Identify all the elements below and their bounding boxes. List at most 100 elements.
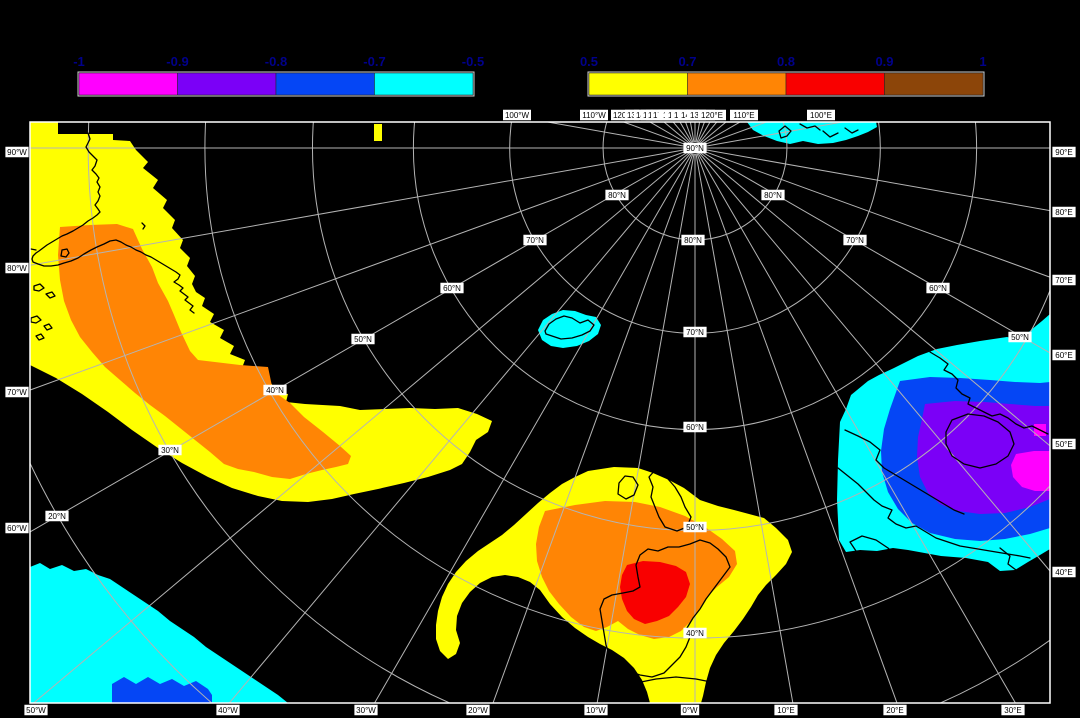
meridian-line xyxy=(699,151,1050,447)
coastline-severnaya-island-4 xyxy=(844,127,859,134)
lat-label-text: 60°N xyxy=(443,284,461,293)
lat-label-text: 60°N xyxy=(686,423,704,432)
lat-label-bg xyxy=(683,521,707,533)
coastline-aleutian-mark-2 xyxy=(141,222,146,230)
coastline-severnaya-island-3 xyxy=(822,130,839,138)
lon-label-bottom-bg xyxy=(680,704,700,716)
colorbar-tick-label: -0.7 xyxy=(363,54,385,69)
lon-label-bottom-bg xyxy=(466,704,490,716)
lat-label-bg xyxy=(605,189,629,201)
region-pacific-orange-band xyxy=(58,224,351,479)
coastline-alaska-coast xyxy=(31,132,195,314)
lat-label: 40°N xyxy=(263,384,287,396)
lon-label-left: 60°W xyxy=(5,522,29,534)
lat-label-bg xyxy=(681,234,705,246)
lon-label-left: 90°W xyxy=(5,146,29,158)
lon-label-top-bg xyxy=(730,109,758,121)
lon-label-top-bg xyxy=(503,109,531,121)
colorbar-segment-violet xyxy=(177,72,277,96)
lon-label-right-bg xyxy=(1052,349,1076,361)
colorbar-segment-brown xyxy=(884,72,984,96)
lat-label-text: 80°N xyxy=(608,191,626,200)
coastline-severnaya-island-2 xyxy=(799,123,821,131)
lon-label-bottom: 40°W xyxy=(216,704,240,716)
lon-label-bottom-text: 30°E xyxy=(1004,706,1021,715)
lat-label-bg xyxy=(351,333,375,345)
meridian-line xyxy=(30,150,691,533)
lon-label-right-text: 80°E xyxy=(1055,208,1072,217)
lon-label-bottom-text: 20°W xyxy=(468,706,488,715)
map-frame xyxy=(29,121,1051,704)
lat-label-text: 50°N xyxy=(354,335,372,344)
colorbar-tick-label: 1 xyxy=(979,54,986,69)
lat-label: 70°N xyxy=(843,234,867,246)
meridian-line xyxy=(698,152,1050,572)
lon-label-top-text: 110°E xyxy=(733,111,754,120)
colorbar-segment-yellow xyxy=(588,72,688,96)
meridian-line xyxy=(696,153,898,703)
coastline-russia-border-north xyxy=(929,351,1049,435)
lon-label-bottom: 20°W xyxy=(466,704,490,716)
lat-label-text: 70°N xyxy=(846,236,864,245)
colorbar-tick-label: 0.5 xyxy=(580,54,598,69)
lat-label-bg xyxy=(683,421,707,433)
lon-label-top-bg xyxy=(580,109,608,121)
lat-label: 60°N xyxy=(440,282,464,294)
region-pacific-yellow-band xyxy=(30,122,492,502)
coastline-russia-border-mid xyxy=(844,429,965,515)
colorbar-segment-magenta xyxy=(78,72,178,96)
lon-label-bottom-text: 0°W xyxy=(682,706,698,715)
colorbar-outline xyxy=(77,71,475,97)
lon-label-bottom-bg xyxy=(24,704,48,716)
lat-label-text: 70°N xyxy=(686,328,704,337)
region-russia-purple-core xyxy=(917,401,1050,514)
parallel-circle xyxy=(87,122,1050,703)
lon-label-right-bg xyxy=(1052,566,1076,578)
colorbar-positive: 0.5 0.7 0.8 0.9 1 xyxy=(580,54,987,97)
colorbar-tick-label: 0.9 xyxy=(875,54,893,69)
lon-label-right-bg xyxy=(1052,438,1076,450)
coastline-island-w5 xyxy=(35,333,45,341)
coastline-france-iberia-coast xyxy=(599,539,731,678)
meridian-line xyxy=(373,152,693,703)
lat-label-text: 50°N xyxy=(686,523,704,532)
lon-label-right-text: 90°E xyxy=(1055,148,1072,157)
meridian-line xyxy=(596,153,695,703)
lon-label-bottom-text: 40°W xyxy=(218,706,238,715)
lat-label-text: 40°N xyxy=(266,386,284,395)
colorbar-segment-cyan xyxy=(374,72,474,96)
lat-label: 80°N xyxy=(681,234,705,246)
lon-label-bottom-bg xyxy=(774,704,798,716)
lat-label-bg xyxy=(926,282,950,294)
lon-label-left-bg xyxy=(5,386,29,398)
lon-label-top-text: 120°E xyxy=(701,111,723,120)
colorbar-segment-blue xyxy=(275,72,375,96)
lat-label-bg xyxy=(1008,331,1032,343)
lat-label: 60°N xyxy=(683,421,707,433)
coastline-island-w4 xyxy=(43,323,53,331)
lon-label-bottom-bg xyxy=(883,704,907,716)
lon-label-right: 90°E xyxy=(1052,146,1076,158)
lat-label-bg xyxy=(683,142,707,154)
lat-label: 20°N xyxy=(45,510,69,522)
colorbar-outline xyxy=(587,71,985,97)
coastline-russia-border-loop xyxy=(945,413,1015,469)
lon-label-right-bg xyxy=(1052,146,1076,158)
lat-label-text: 60°N xyxy=(929,284,947,293)
lon-label-bottom: 30°W xyxy=(354,704,378,716)
lat-label-text: 70°N xyxy=(526,236,544,245)
meridian-line xyxy=(30,149,690,391)
lon-label-bottom: 20°E xyxy=(883,704,907,716)
lon-label-left-text: 80°W xyxy=(7,264,27,273)
lat-label: 80°N xyxy=(605,189,629,201)
lat-label-text: 90°N xyxy=(686,144,704,153)
lat-label-text: 40°N xyxy=(686,629,704,638)
meridian-line xyxy=(700,148,1050,212)
lat-label: 70°N xyxy=(523,234,547,246)
lon-label-bottom-bg xyxy=(1001,704,1025,716)
lon-label-top-text: 110°W xyxy=(582,111,606,120)
coastline-island-w1 xyxy=(33,283,45,292)
lon-label-right: 40°E xyxy=(1052,566,1076,578)
region-arctic-cyan-strip xyxy=(747,122,877,144)
